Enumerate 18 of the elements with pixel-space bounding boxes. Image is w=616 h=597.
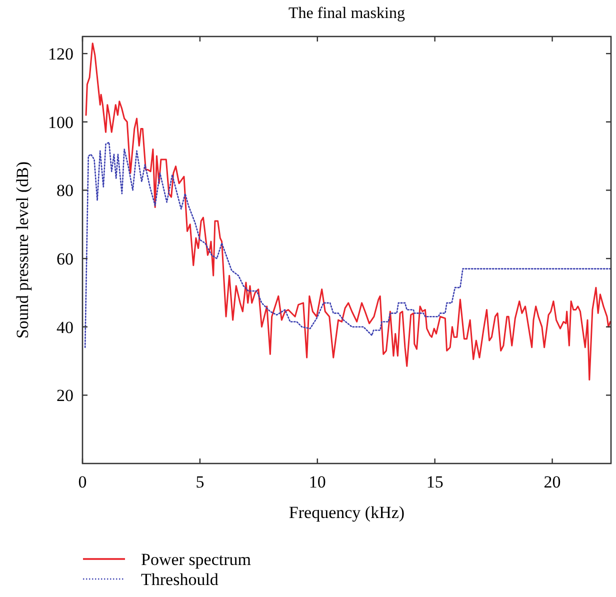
y-tick-label: 40: [56, 318, 74, 337]
chart-title: The final masking: [288, 5, 405, 22]
legend-label: Power spectrum: [141, 550, 252, 569]
x-axis-title: Frequency (kHz): [288, 503, 405, 522]
legend-label: Threshould: [141, 570, 219, 589]
line-series: [85, 42, 611, 381]
x-tick-label: 0: [78, 472, 87, 492]
y-tick-label: 120: [48, 44, 74, 64]
x-tick-label: 10: [308, 472, 326, 492]
y-tick-label: 20: [56, 386, 74, 406]
x-tick-label: 5: [196, 472, 204, 492]
y-axis-title: Sound pressure level (dB): [13, 161, 32, 339]
x-tick-label: 15: [426, 472, 444, 492]
line-series: [84, 142, 611, 348]
y-tick-label: 80: [56, 181, 74, 200]
y-tick-label: 100: [48, 112, 74, 132]
y-tick-label: 60: [56, 249, 74, 268]
x-tick-label: 20: [544, 472, 561, 492]
